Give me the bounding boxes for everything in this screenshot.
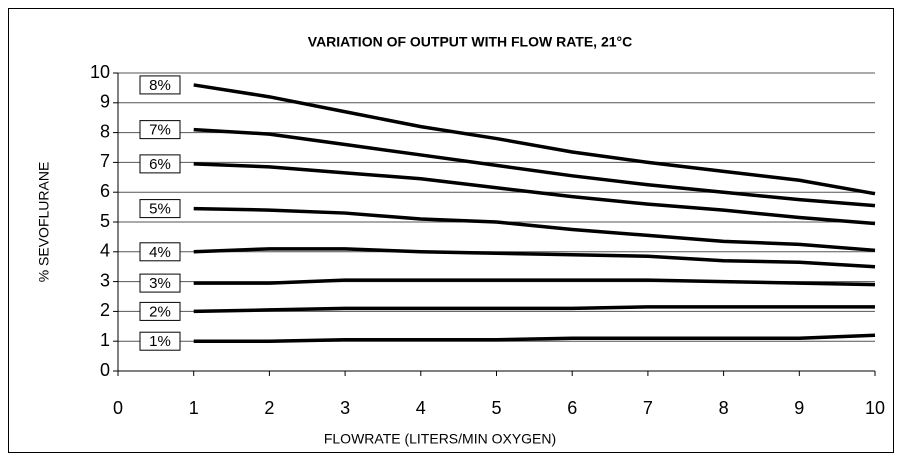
- series-label-box: [139, 273, 181, 293]
- series-label: 2%: [149, 303, 171, 320]
- y-tick-label: 6: [100, 181, 110, 201]
- x-tick-label: 1: [189, 398, 199, 418]
- y-tick-label: 3: [100, 270, 110, 290]
- series-label-box: [139, 301, 181, 321]
- chart-title: VARIATION OF OUTPUT WITH FLOW RATE, 21°C: [308, 34, 632, 50]
- x-tick-label: 3: [340, 398, 350, 418]
- y-tick-label: 0: [100, 360, 110, 380]
- x-tick-label: 5: [491, 398, 501, 418]
- series-line: [193, 83, 876, 196]
- y-axis-label: % SEVOFLURANE: [36, 162, 52, 283]
- series-label: 4%: [149, 244, 171, 261]
- x-tick-label: 10: [865, 398, 885, 418]
- series-line: [193, 162, 876, 226]
- series-label-box: [139, 331, 181, 351]
- series-line: [193, 247, 876, 269]
- series-label: 7%: [149, 122, 171, 139]
- series-label-box: [139, 75, 181, 95]
- y-tick-label: 8: [100, 121, 110, 141]
- series-label: 6%: [149, 156, 171, 173]
- series-line: [193, 278, 876, 287]
- series-label: 8%: [149, 77, 171, 94]
- y-tick-label: 4: [100, 241, 110, 261]
- x-axis-label: FLOWRATE (LITERS/MIN OXYGEN): [324, 431, 556, 447]
- x-tick-label: 0: [113, 398, 123, 418]
- y-tick-label: 2: [100, 300, 110, 320]
- x-tick-label: 4: [416, 398, 426, 418]
- y-tick-label: 9: [100, 92, 110, 112]
- y-tick-label: 10: [90, 62, 110, 82]
- chart-border: [8, 8, 894, 453]
- series-label-box: [139, 199, 181, 219]
- series-label: 1%: [149, 333, 171, 350]
- x-tick-label: 6: [567, 398, 577, 418]
- y-tick-label: 5: [100, 211, 110, 231]
- series-line: [193, 305, 875, 314]
- x-tick-label: 9: [794, 398, 804, 418]
- series-label-box: [139, 120, 181, 140]
- series-label: 5%: [149, 201, 171, 218]
- series-label: 3%: [149, 275, 171, 292]
- series-line: [193, 206, 876, 253]
- y-tick-label: 1: [100, 330, 110, 350]
- series-line: [193, 333, 876, 343]
- x-tick-label: 8: [719, 398, 729, 418]
- series-line: [193, 127, 876, 208]
- y-tick-label: 7: [100, 151, 110, 171]
- series-label-box: [139, 242, 181, 262]
- series-label-box: [139, 154, 181, 174]
- x-tick-label: 7: [643, 398, 653, 418]
- x-tick-label: 2: [264, 398, 274, 418]
